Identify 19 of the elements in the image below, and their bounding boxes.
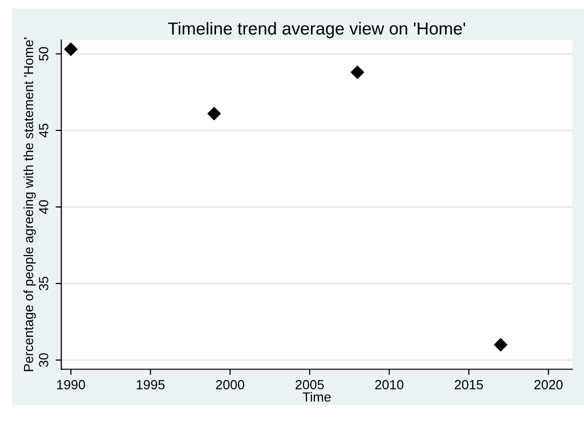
- chart-title: Timeline trend average view on 'Home': [168, 22, 466, 38]
- point: [208, 106, 221, 120]
- x-tick-label: 2020: [534, 380, 563, 390]
- point: [350, 66, 364, 79]
- y-tick-label: 35: [38, 276, 48, 290]
- x-tick-label: 2010: [375, 380, 404, 390]
- x-tick-label: 2005: [296, 380, 324, 390]
- x-tick-label: 2000: [216, 380, 244, 390]
- x-tick-label: 2015: [454, 380, 483, 390]
- y-tick-label: 45: [39, 124, 48, 138]
- point: [64, 42, 78, 56]
- x-tick-label: 1990: [57, 380, 86, 390]
- point: [494, 338, 508, 352]
- y-tick-label: 40: [38, 200, 48, 214]
- y-tick-label: 50: [38, 47, 48, 61]
- x-tick-label: 1995: [136, 380, 165, 390]
- x-axis-title: Time: [302, 392, 331, 402]
- y-axis-title: Percentage of people agreeing with the statement 'Home': [24, 38, 36, 372]
- y-tick-label: 30: [38, 353, 48, 367]
